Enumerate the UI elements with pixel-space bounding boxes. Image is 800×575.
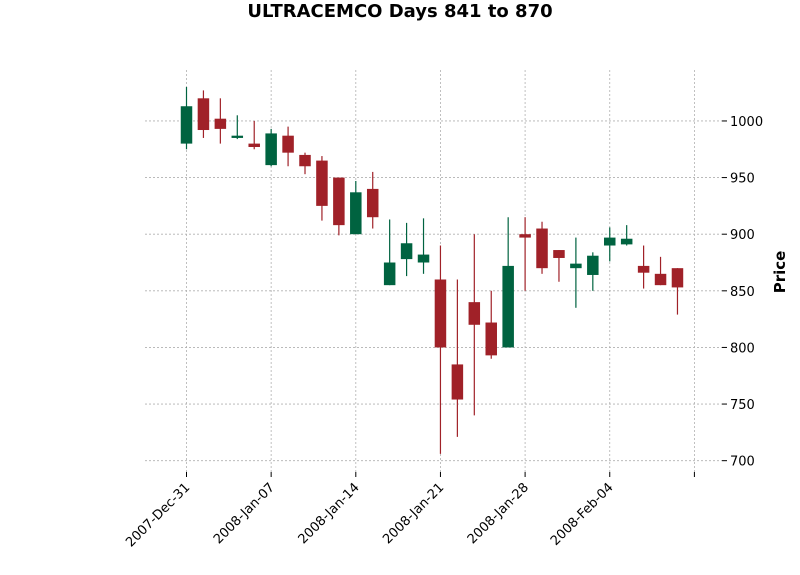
- candle-body: [282, 135, 294, 153]
- candle-down: [434, 245, 447, 454]
- candle-down: [671, 268, 684, 315]
- candle-up: [180, 86, 193, 150]
- x-tick-label: 2007-Dec-31: [123, 480, 193, 550]
- candle-up: [383, 219, 396, 286]
- candle-down: [654, 256, 667, 286]
- candle-body: [366, 188, 379, 218]
- candle-body: [350, 192, 362, 235]
- candle-body: [299, 154, 311, 167]
- candle-down: [366, 171, 379, 229]
- x-tick-label: 2008-Jan-07: [211, 480, 278, 547]
- candle-down: [536, 221, 548, 274]
- x-axis: 2007-Dec-31 2008-Jan-07 2008-Jan-14 2008-Ja…: [123, 472, 695, 550]
- candle-up: [400, 222, 413, 277]
- x-tick-label: 2008-Jan-28: [465, 480, 532, 547]
- grid: [145, 70, 722, 472]
- candle-body: [502, 265, 514, 348]
- candle-down: [214, 98, 227, 144]
- candles: [180, 86, 684, 454]
- candle-down: [333, 177, 345, 236]
- candle-up: [350, 180, 362, 235]
- candle-body: [519, 234, 531, 238]
- y-tick-label: 900: [730, 228, 755, 243]
- candle-body: [451, 364, 464, 400]
- y-tick-label: 950: [730, 172, 755, 187]
- candle-up: [502, 217, 514, 348]
- candle-down: [299, 152, 311, 175]
- candle-body: [383, 262, 396, 286]
- candle-body: [231, 135, 244, 138]
- candle-up: [231, 115, 244, 140]
- y-axis-label: Price: [771, 251, 789, 294]
- candle-body: [553, 250, 565, 258]
- candle-body: [434, 279, 447, 348]
- candle-body: [214, 118, 227, 129]
- candle-body: [671, 268, 684, 288]
- y-tick-label: 800: [730, 341, 755, 356]
- candle-down: [553, 250, 565, 282]
- candle-down: [468, 234, 481, 416]
- x-tick-label: 2008-Jan-21: [380, 480, 447, 547]
- candle-down: [519, 217, 531, 291]
- x-tick-label: 2008-Jan-14: [296, 480, 363, 547]
- candle-up: [620, 225, 633, 246]
- candle-body: [468, 302, 481, 325]
- candle-body: [248, 143, 260, 148]
- candle-body: [570, 263, 582, 269]
- candle-body: [400, 243, 413, 260]
- y-tick-label: 1000: [730, 115, 763, 130]
- candle-body: [604, 237, 616, 246]
- candle-down: [637, 245, 650, 289]
- candle-up: [587, 252, 599, 291]
- candle-body: [654, 273, 667, 286]
- candle-down: [282, 126, 294, 167]
- candle-body: [485, 322, 497, 356]
- candle-body: [180, 106, 193, 144]
- candle-body: [536, 228, 548, 269]
- candle-body: [316, 160, 328, 206]
- candle-body: [587, 255, 599, 275]
- candle-down: [451, 279, 464, 437]
- y-tick-label: 750: [730, 398, 755, 413]
- candle-up: [417, 218, 430, 274]
- candle-body: [620, 238, 633, 245]
- candle-body: [197, 98, 210, 131]
- candle-body: [637, 265, 650, 273]
- candle-body: [333, 177, 345, 226]
- candle-body: [417, 254, 430, 263]
- candle-up: [604, 227, 616, 262]
- y-axis: 700 750 800 850 900 950 1000: [722, 115, 763, 470]
- y-tick-label: 700: [730, 455, 755, 470]
- x-tick-label: 2008-Feb-04: [548, 480, 617, 549]
- y-tick-label: 850: [730, 285, 755, 300]
- candle-down: [316, 156, 328, 221]
- candle-down: [248, 120, 260, 150]
- candle-up: [265, 128, 277, 167]
- chart-title: ULTRACEMCO Days 841 to 870: [247, 1, 552, 22]
- candle-down: [197, 90, 210, 138]
- candle-down: [485, 290, 497, 359]
- candle-up: [570, 237, 582, 308]
- candle-body: [265, 133, 277, 166]
